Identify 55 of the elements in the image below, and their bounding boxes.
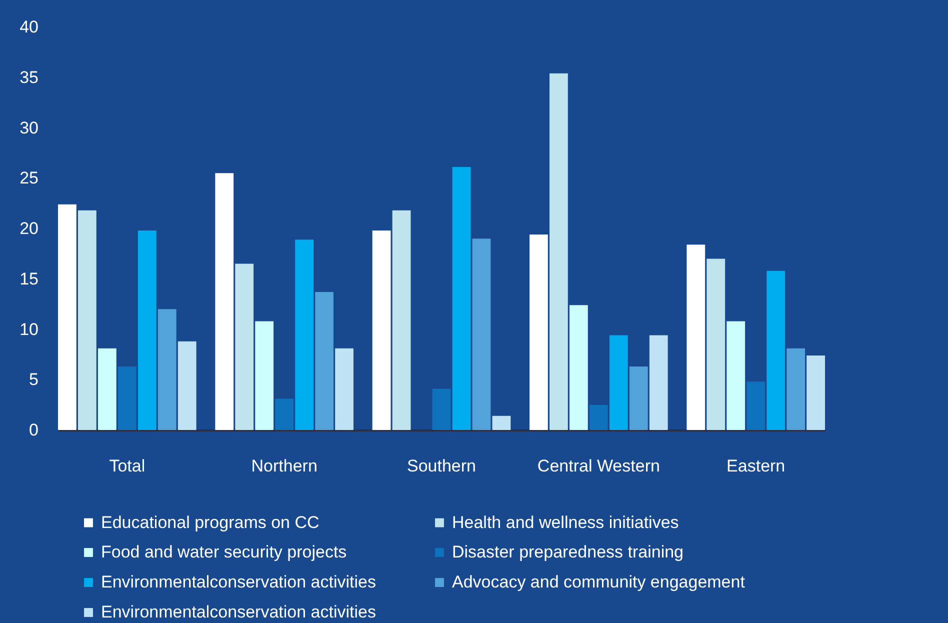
x-tick-label: Total xyxy=(109,456,146,476)
bar xyxy=(609,335,628,430)
bar xyxy=(726,321,746,430)
y-tick-label: 15 xyxy=(20,269,38,288)
bar xyxy=(452,167,471,430)
legend-label: Health and wellness initiatives xyxy=(452,512,679,532)
bar xyxy=(550,73,568,430)
legend-label: Advocacy and community engagement xyxy=(452,572,746,592)
y-tick-label: 5 xyxy=(29,370,38,390)
x-tick-label: Central Western xyxy=(537,456,660,476)
bar xyxy=(492,416,511,430)
bar xyxy=(569,305,588,430)
bar xyxy=(432,388,451,430)
bar xyxy=(255,321,274,430)
bar xyxy=(589,404,608,430)
legend-label: Disaster preparedness training xyxy=(452,542,684,562)
bar xyxy=(786,348,806,430)
x-tick-label: Eastern xyxy=(726,456,786,476)
bar xyxy=(372,230,391,430)
bar xyxy=(235,264,254,430)
y-tick-label: 20 xyxy=(20,219,38,238)
bar xyxy=(530,234,548,430)
bar xyxy=(806,355,825,430)
bar xyxy=(58,204,76,430)
bar xyxy=(649,335,668,430)
bar xyxy=(215,173,234,430)
bar xyxy=(706,258,726,430)
x-tick-label: Southern xyxy=(407,456,476,476)
x-tick-label: Northern xyxy=(251,456,318,476)
y-tick-label: 10 xyxy=(20,320,38,339)
bar xyxy=(335,348,354,430)
bar xyxy=(275,398,294,430)
legend-label: Environmentalconservation activities xyxy=(101,602,376,622)
bar xyxy=(686,244,706,430)
bar xyxy=(315,292,334,430)
legend-label: Environmentalconservation activities xyxy=(101,572,376,592)
bar xyxy=(392,210,411,430)
bar xyxy=(472,238,491,430)
bar xyxy=(78,210,96,430)
bar xyxy=(746,382,766,430)
y-tick-label: 0 xyxy=(29,420,38,440)
bar xyxy=(138,230,156,430)
bar xyxy=(295,240,314,430)
y-tick-label: 40 xyxy=(20,18,38,36)
bar xyxy=(118,366,136,430)
legend-label: Educational programs on CC xyxy=(101,512,320,532)
legend-label: Food and water security projects xyxy=(101,542,347,562)
bar xyxy=(629,366,648,430)
bar xyxy=(158,309,176,430)
bar xyxy=(766,270,786,430)
y-tick-label: 30 xyxy=(20,118,38,138)
y-tick-label: 35 xyxy=(20,68,38,87)
bar xyxy=(178,341,196,430)
bar xyxy=(98,348,116,430)
y-tick-label: 25 xyxy=(20,168,38,188)
